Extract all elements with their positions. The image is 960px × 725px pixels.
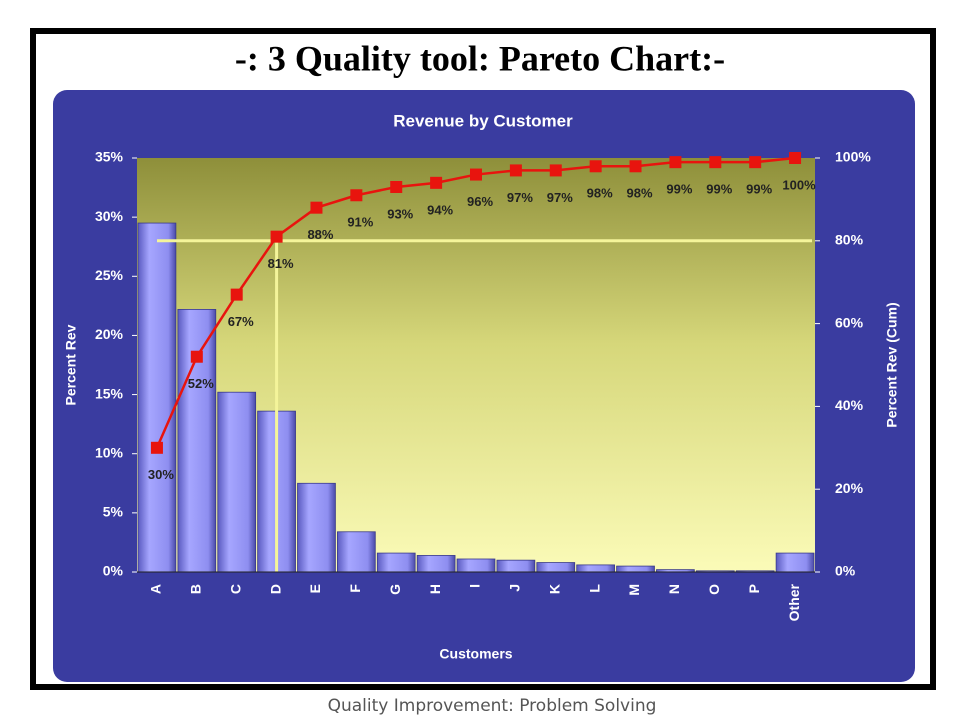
bar — [775, 552, 815, 573]
line-marker — [629, 160, 642, 173]
bar — [496, 559, 536, 573]
x-tick-label: B — [188, 584, 204, 594]
line-marker — [350, 189, 363, 202]
line-marker — [430, 176, 443, 189]
y-tick-label: 10% — [95, 444, 124, 460]
data-label: 88% — [307, 227, 333, 242]
y-tick-label: 35% — [95, 149, 124, 165]
y-tick-label: 30% — [95, 208, 124, 224]
bar — [576, 564, 615, 573]
data-label: 96% — [467, 194, 493, 209]
data-label: 98% — [627, 186, 653, 201]
line-marker — [390, 180, 403, 193]
line-marker — [709, 156, 722, 169]
y2-tick-label: 20% — [835, 480, 864, 496]
bar — [616, 565, 655, 573]
y2-axis-title: Percent Rev (Cum) — [884, 302, 900, 427]
data-label: 67% — [228, 314, 254, 329]
slide-title: -: 3 Quality tool: Pareto Chart:- — [235, 38, 725, 78]
bar — [337, 531, 376, 573]
data-label: 30% — [148, 467, 174, 482]
bar — [217, 391, 257, 573]
x-tick-label: G — [387, 584, 403, 595]
line-marker — [789, 152, 802, 164]
x-tick-label: E — [307, 584, 323, 593]
x-tick-label: F — [347, 584, 363, 593]
y-tick-label: 5% — [103, 504, 124, 520]
y2-tick-label: 40% — [835, 397, 864, 413]
slide-footer: Quality Improvement: Problem Solving — [328, 696, 657, 716]
line-marker — [270, 230, 283, 243]
line-marker — [549, 164, 562, 177]
data-label: 98% — [587, 186, 613, 201]
chart-title: Revenue by Customer — [393, 111, 573, 130]
line-marker — [230, 288, 243, 301]
line-marker — [190, 350, 203, 363]
y2-tick-label: 0% — [835, 563, 856, 579]
x-tick-label: O — [706, 584, 722, 595]
x-tick-label: M — [626, 584, 642, 596]
x-tick-label: Other — [786, 583, 802, 621]
x-tick-label: P — [746, 584, 762, 593]
y-axis-title: Percent Rev — [63, 324, 79, 405]
line-marker — [749, 156, 762, 169]
data-label: 52% — [188, 376, 214, 391]
y-tick-label: 0% — [103, 563, 124, 579]
x-tick-label: D — [267, 584, 283, 594]
x-tick-label: N — [666, 584, 682, 594]
x-tick-label: H — [427, 584, 443, 594]
line-marker — [589, 160, 602, 173]
bar — [297, 482, 336, 573]
bar — [416, 555, 456, 573]
y2-tick-label: 100% — [835, 149, 871, 165]
data-label: 99% — [666, 182, 692, 197]
data-label: 94% — [427, 202, 453, 217]
bar — [137, 222, 177, 573]
bar — [536, 562, 576, 573]
data-label: 99% — [706, 182, 732, 197]
x-tick-label: C — [227, 584, 243, 594]
data-label: 91% — [347, 215, 373, 230]
x-tick-label: A — [148, 584, 164, 594]
x-tick-label: L — [586, 584, 602, 593]
slide-frame — [30, 28, 936, 690]
data-label: 81% — [268, 256, 294, 271]
data-label: 99% — [746, 182, 772, 197]
line-marker — [310, 201, 323, 214]
line-marker — [509, 164, 522, 177]
line-marker — [470, 168, 482, 181]
data-label: 97% — [507, 190, 533, 205]
y-tick-label: 25% — [95, 267, 124, 283]
y-tick-label: 15% — [95, 385, 124, 401]
data-label: 97% — [547, 190, 573, 205]
x-axis-title: Customers — [439, 646, 512, 662]
y2-tick-label: 80% — [835, 232, 864, 248]
line-marker — [150, 441, 163, 454]
x-tick-label: K — [546, 584, 562, 594]
x-tick-label: J — [507, 584, 523, 592]
bar — [376, 552, 416, 573]
data-label: 100% — [782, 177, 816, 192]
y-tick-label: 20% — [95, 326, 124, 342]
data-label: 93% — [387, 206, 413, 221]
y2-tick-label: 60% — [835, 314, 864, 330]
line-marker — [669, 156, 682, 169]
bar — [177, 309, 217, 573]
bar — [456, 558, 496, 573]
x-tick-label: I — [467, 584, 483, 588]
